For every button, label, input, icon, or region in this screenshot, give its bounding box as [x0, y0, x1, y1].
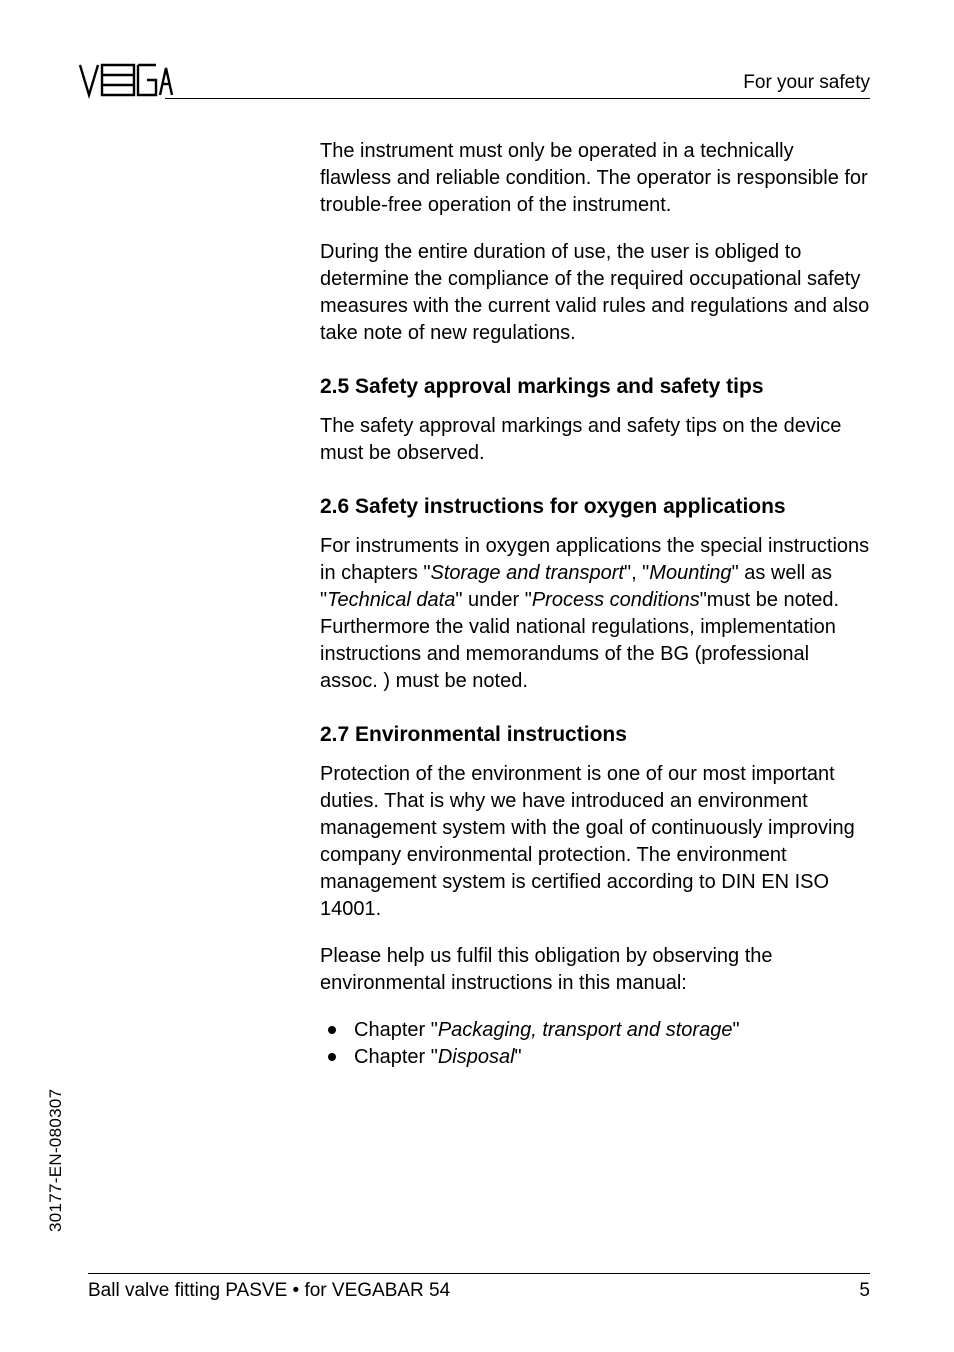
running-header: For your safety [743, 72, 870, 94]
list-item: Chapter "Packaging, transport and storag… [320, 1017, 870, 1044]
heading-2-7: 2.7 Environmental instructions [320, 723, 870, 747]
text-run: Chapter " [354, 1046, 438, 1068]
heading-2-6: 2.6 Safety instructions for oxygen appli… [320, 495, 870, 519]
paragraph: Please help us fulfil this obligation by… [320, 943, 870, 997]
paragraph: For instruments in oxygen applications t… [320, 533, 870, 695]
page: For your safety The instrument must only… [0, 0, 954, 1352]
footer-left: Ball valve fitting PASVE • for VEGABAR 5… [88, 1280, 450, 1302]
text-run: ", " [624, 562, 649, 584]
content-column: The instrument must only be operated in … [320, 138, 870, 1071]
heading-2-5: 2.5 Safety approval markings and safety … [320, 375, 870, 399]
vega-logo [78, 62, 174, 107]
footer-rule [88, 1273, 870, 1274]
paragraph: The instrument must only be operated in … [320, 138, 870, 219]
text-run-italic: Disposal [438, 1046, 515, 1068]
document-id-vertical: 30177-EN-080307 [46, 1089, 66, 1232]
text-run-italic: Mounting [649, 562, 731, 584]
text-run: " [732, 1019, 739, 1041]
text-run: " [515, 1046, 522, 1068]
paragraph: The safety approval markings and safety … [320, 413, 870, 467]
page-number: 5 [859, 1280, 870, 1302]
vega-logo-svg [78, 62, 174, 102]
paragraph: Protection of the environment is one of … [320, 761, 870, 923]
header-rule [165, 98, 870, 99]
text-run-italic: Storage and transport [431, 562, 624, 584]
text-run: Chapter " [354, 1019, 438, 1041]
paragraph: During the entire duration of use, the u… [320, 239, 870, 347]
list-item: Chapter "Disposal" [320, 1044, 870, 1071]
text-run: " under " [455, 589, 531, 611]
text-run-italic: Packaging, transport and storage [438, 1019, 733, 1041]
text-run-italic: Technical data [327, 589, 455, 611]
bullet-list: Chapter "Packaging, transport and storag… [320, 1017, 870, 1071]
text-run-italic: Process conditions [532, 589, 700, 611]
